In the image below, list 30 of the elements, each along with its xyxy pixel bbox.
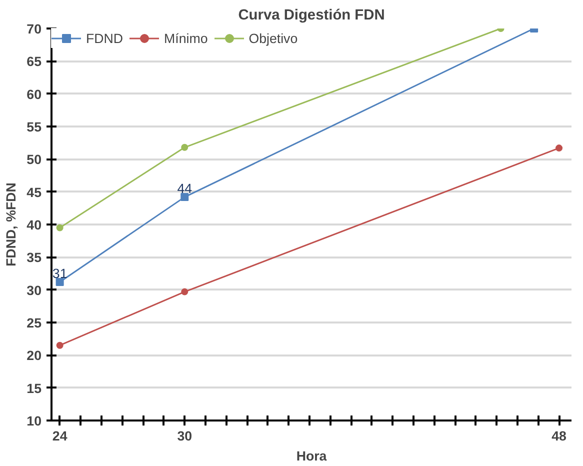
x-tick-label: 48 [552,428,566,444]
data-label: 44 [177,181,193,196]
point [181,144,188,151]
y-tick-label: 10 [26,414,42,428]
y-axis-title: FDND, %FDN [4,182,19,266]
data-label: 31 [52,266,68,281]
y-tick-label: 15 [26,380,42,396]
y-tick-label: 70 [26,22,42,36]
point [56,224,64,232]
y-tick-label: 45 [26,184,42,200]
y-tick-label: 50 [26,152,42,168]
chart-title: Curva Digestión FDN [238,8,385,24]
y-tick-label: 30 [26,282,42,298]
point [556,144,563,152]
legend-label: FDND [86,30,124,46]
legend-label: Mínimo [164,30,208,46]
y-tick-label: 65 [26,54,42,70]
legend-label: Objetivo [248,30,298,46]
y-tick-label: 20 [26,348,42,364]
x-axis-title: Hora [296,448,328,464]
y-tick-label: 35 [26,250,42,266]
x-tick-label: 24 [52,428,68,444]
y-tick-label: 60 [26,86,42,102]
y-tick-label: 55 [26,120,42,134]
point [180,193,189,202]
point [181,288,188,296]
y-tick-label: 40 [26,218,42,232]
y-tick-label: 25 [26,316,42,330]
x-tick-label: 30 [177,428,192,444]
point [56,342,64,349]
